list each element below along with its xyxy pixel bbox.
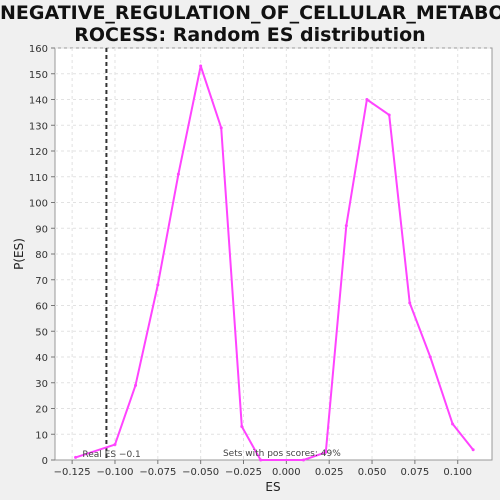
x-tick-label: −0.125 <box>54 467 91 478</box>
es-data-point <box>451 422 455 426</box>
y-tick-label: 0 <box>42 456 48 467</box>
es-distribution-line <box>75 65 474 461</box>
es-data-point <box>156 283 160 287</box>
es-data-point <box>259 458 263 462</box>
y-tick-label: 10 <box>35 430 48 441</box>
series-layer: Real ES −0.1 Sets with pos scores: 49% <box>74 48 475 462</box>
real-es-label: Real ES −0.1 <box>82 450 140 460</box>
chart-title-line-1: NEGATIVE_REGULATION_OF_CELLULAR_METABOLI… <box>0 2 500 24</box>
x-tick-label: −0.100 <box>96 467 133 478</box>
es-data-point <box>219 126 223 130</box>
y-tick-label: 90 <box>35 224 48 235</box>
y-tick-label: 50 <box>35 327 48 338</box>
y-tick-label: 100 <box>29 199 48 210</box>
es-data-point <box>176 172 180 176</box>
x-axis-label: ES <box>265 480 280 494</box>
es-data-point <box>240 425 244 429</box>
y-tick-label: 20 <box>35 405 48 416</box>
y-tick-label: 160 <box>29 44 48 55</box>
pos-scores-annotation: Sets with pos scores: 49% <box>223 449 341 459</box>
x-tick-label: 0.075 <box>401 467 430 478</box>
y-tick-label: 150 <box>29 70 48 81</box>
y-tick-label: 120 <box>29 147 48 158</box>
es-data-point <box>428 355 432 359</box>
es-data-point <box>301 458 305 462</box>
y-tick-label: 70 <box>35 276 48 287</box>
es-data-point <box>74 455 78 459</box>
x-tick-label: 0.050 <box>358 467 387 478</box>
y-tick-label: 110 <box>29 173 48 184</box>
axes: 0 10 20 30 40 50 60 70 80 90 100 110 120 130 140 150 160… <box>29 44 472 478</box>
es-data-point <box>113 443 117 447</box>
y-tick-label: 60 <box>35 302 48 313</box>
es-data-point <box>344 224 348 228</box>
es-data-point <box>365 98 369 101</box>
x-tick-label: −0.025 <box>225 467 262 478</box>
y-tick-label: 130 <box>29 121 48 132</box>
grid <box>55 47 492 460</box>
y-tick-label: 80 <box>35 250 48 261</box>
x-tick-label: 0.000 <box>272 467 301 478</box>
x-tick-label: 0.025 <box>315 467 344 478</box>
es-data-point <box>471 448 475 452</box>
chart-title-line-2: ROCESS: Random ES distribution <box>74 24 426 46</box>
es-data-point <box>199 64 203 68</box>
y-tick-label: 40 <box>35 353 48 364</box>
x-tick-label: 0.100 <box>443 467 472 478</box>
y-tick-label: 140 <box>29 96 48 107</box>
es-data-point <box>324 450 328 454</box>
y-tick-label: 30 <box>35 379 48 390</box>
x-tick-label: −0.075 <box>139 467 176 478</box>
es-data-point <box>408 301 412 305</box>
es-data-point <box>387 113 391 117</box>
y-axis-label: P(ES) <box>12 238 26 270</box>
es-data-point <box>134 383 138 387</box>
x-tick-label: −0.050 <box>182 467 219 478</box>
